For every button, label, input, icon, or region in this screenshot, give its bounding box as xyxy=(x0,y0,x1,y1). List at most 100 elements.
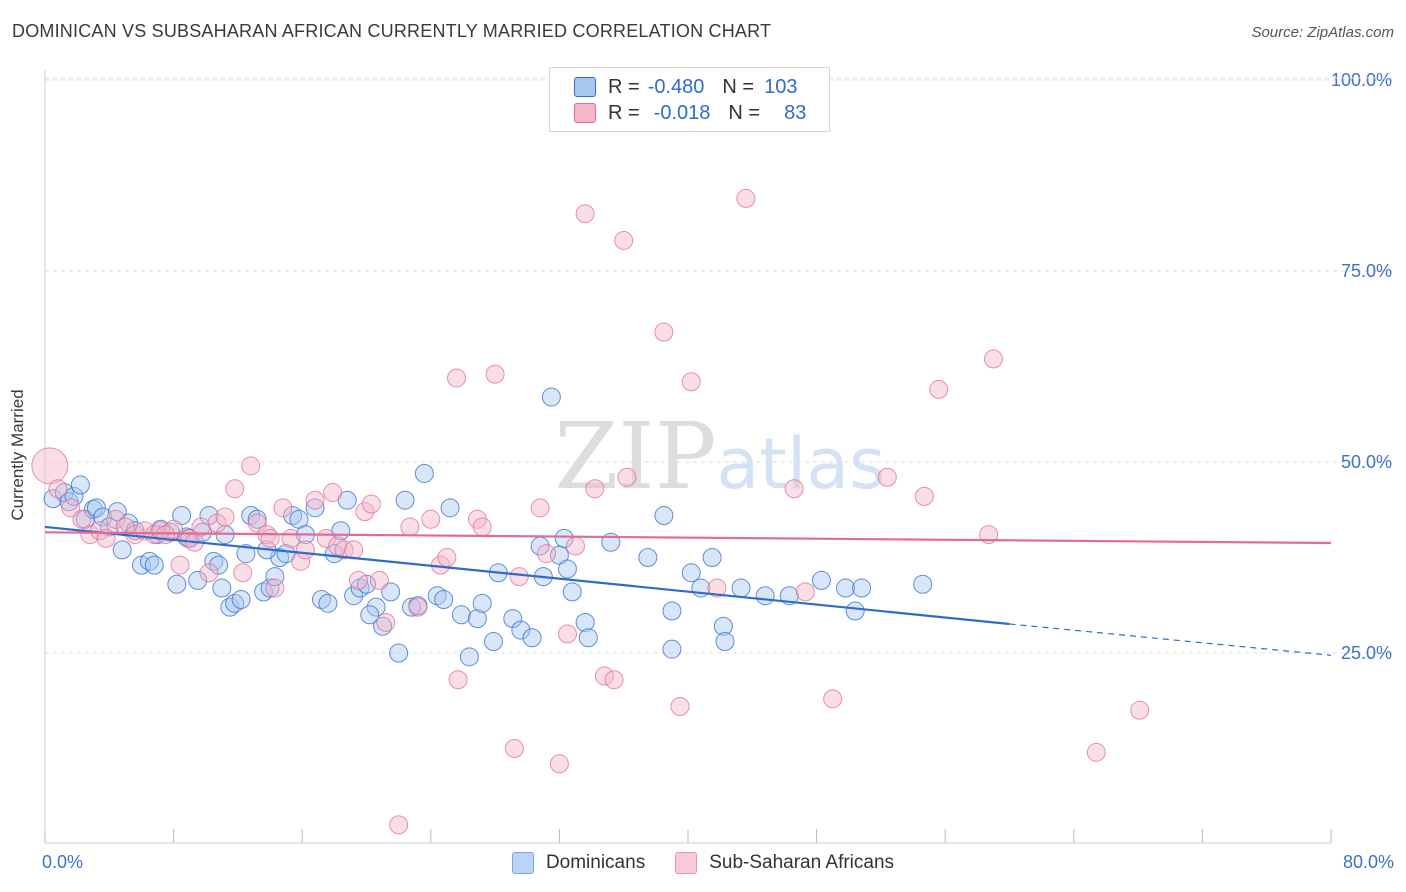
legend-row-dominicans: R = -0.480 N = 103 xyxy=(574,75,797,99)
subsaharan-point xyxy=(323,483,343,503)
subsaharan-point xyxy=(355,502,375,522)
dominican-point xyxy=(845,601,865,621)
dominican-point xyxy=(167,574,187,594)
legend-n-value: 83 xyxy=(784,101,807,124)
subsaharan-point xyxy=(447,368,467,388)
subsaharan-point xyxy=(305,490,325,510)
subsaharan-point xyxy=(241,456,261,476)
series-legend-dominicans: Dominicans xyxy=(511,852,645,874)
dominican-point xyxy=(366,597,386,617)
dominican-point xyxy=(188,570,208,590)
subsaharan-point xyxy=(265,578,285,598)
subsaharan-point xyxy=(530,498,550,518)
subsaharan-point xyxy=(334,540,354,560)
dominican-point xyxy=(503,609,523,629)
dominican-point xyxy=(483,632,503,652)
subsaharan-point xyxy=(670,696,690,716)
dominican-point xyxy=(662,639,682,659)
dominican-point xyxy=(344,586,364,606)
subsaharan-point xyxy=(260,528,280,548)
subsaharan-point xyxy=(877,467,897,487)
dominican-point xyxy=(260,578,280,598)
dominican-point xyxy=(522,628,542,648)
dominican-point xyxy=(731,578,751,598)
dominican-point xyxy=(451,605,471,625)
subsaharan-point xyxy=(191,517,211,537)
dominican-point xyxy=(472,593,492,613)
subsaharan-point xyxy=(215,507,235,527)
dominican-point xyxy=(811,570,831,590)
subsaharan-point xyxy=(170,555,190,575)
subsaharan-point xyxy=(376,612,396,632)
subsaharan-point xyxy=(1086,742,1106,762)
subsaharan-point xyxy=(604,670,624,690)
legend-r-label: R = xyxy=(608,75,640,98)
y-tick-label: 100.0% xyxy=(1331,70,1392,90)
dominican-point xyxy=(681,563,701,583)
subsaharan-point xyxy=(295,540,315,560)
subsaharan-point xyxy=(31,447,69,485)
subsaharan-point xyxy=(585,479,605,499)
subsaharan-trend-line xyxy=(44,531,1332,545)
subsaharan-point xyxy=(344,540,364,560)
dominican-point xyxy=(779,586,799,606)
dominican-point xyxy=(459,647,479,667)
subsaharan-point xyxy=(823,689,843,709)
subsaharan-point xyxy=(281,528,301,548)
subsaharan-point xyxy=(707,578,727,598)
dominican-trend-extension xyxy=(1009,623,1332,656)
legend-r-value: -0.018 xyxy=(653,101,711,124)
subsaharan-point xyxy=(1130,700,1150,720)
dominican-point xyxy=(414,463,434,483)
dominican-point xyxy=(395,490,415,510)
dominican-point xyxy=(381,582,401,602)
dominican-point xyxy=(389,643,409,663)
legend-r-value: -0.480 xyxy=(647,75,705,98)
dominican-point xyxy=(852,578,872,598)
dominican-point xyxy=(360,605,380,625)
dominican-point xyxy=(324,544,344,564)
subsaharan-point xyxy=(914,486,934,506)
legend-n-label: N = xyxy=(728,101,761,124)
watermark: ZIPatlas xyxy=(554,403,885,510)
subsaharan-point xyxy=(135,521,155,541)
series-legend: Dominicans Sub-Saharan Africans xyxy=(0,852,1406,874)
dominican-point xyxy=(318,593,338,613)
dominican-point xyxy=(702,548,722,567)
dominican-point xyxy=(112,540,132,560)
dominican-point xyxy=(86,498,106,518)
subsaharan-point xyxy=(369,570,389,590)
subsaharan-point xyxy=(784,479,804,499)
subsaharan-point xyxy=(348,570,368,590)
subsaharan-point xyxy=(361,494,381,514)
subsaharan-point xyxy=(225,479,245,499)
dominican-point xyxy=(107,502,127,522)
subsaharan-point xyxy=(199,563,219,583)
dominican-point xyxy=(662,601,682,621)
dominican-point xyxy=(913,574,933,594)
series-swatch-pink xyxy=(675,852,698,874)
subsaharan-point xyxy=(448,670,468,690)
legend-n-value: 103 xyxy=(764,75,798,98)
correlation-legend: R = -0.480 N = 103 R = -0.018 N = 83 xyxy=(549,67,830,132)
dominican-point xyxy=(440,498,460,518)
dominican-point xyxy=(713,616,733,636)
series-swatch-blue xyxy=(511,852,534,874)
dominican-point xyxy=(402,597,422,617)
subsaharan-point xyxy=(681,372,701,392)
subsaharan-point xyxy=(594,666,614,686)
dominican-point xyxy=(557,559,577,579)
subsaharan-point xyxy=(389,815,409,835)
subsaharan-point xyxy=(156,525,176,545)
dominican-point xyxy=(541,387,561,407)
y-tick-label: 50.0% xyxy=(1341,452,1392,472)
subsaharan-point xyxy=(549,754,569,774)
dominican-point xyxy=(575,612,595,632)
dominican-point xyxy=(305,498,325,518)
subsaharan-point xyxy=(537,544,557,564)
subsaharan-point xyxy=(485,364,505,384)
subsaharan-point xyxy=(565,536,585,556)
dominican-point xyxy=(373,616,393,636)
dominican-point xyxy=(199,505,219,525)
legend-swatch-blue xyxy=(574,77,596,97)
